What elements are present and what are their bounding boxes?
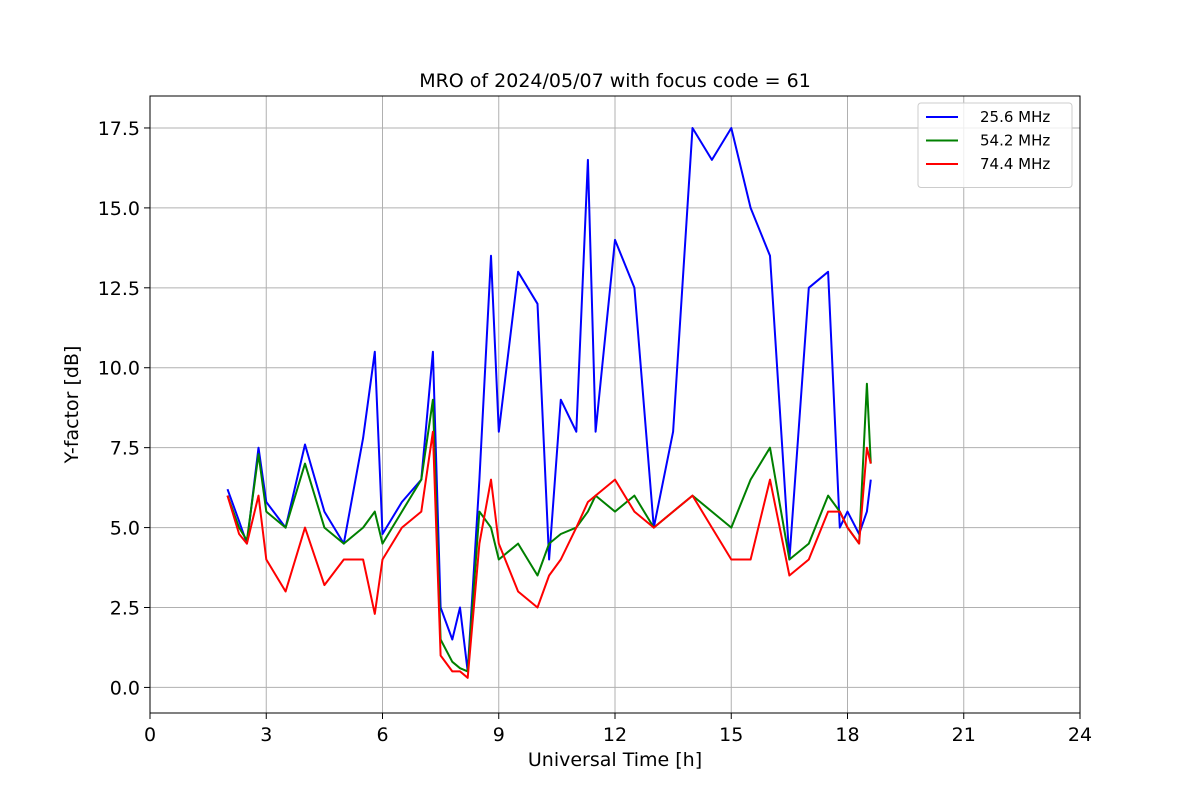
y-tick-label: 0.0 <box>110 677 140 699</box>
series-line-1 <box>226 382 872 673</box>
series-lines <box>226 127 872 679</box>
legend-box <box>917 102 1073 188</box>
axis-ticks: 0 3 6 9 12 15 18 21 24 0.0 2.5 5.0 7.5 10.0 12.5 15.0 17… <box>98 118 1092 746</box>
x-tick-label: 18 <box>835 724 859 746</box>
y-tick-label: 15.0 <box>98 198 140 220</box>
legend-label: 25.6 MHz <box>980 108 1050 126</box>
legend-label: 54.2 MHz <box>980 132 1050 150</box>
y-tick-label: 12.5 <box>98 278 140 300</box>
x-tick-label: 15 <box>719 724 743 746</box>
y-tick-label: 7.5 <box>110 438 140 460</box>
legend: 25.6 MHz 54.2 MHz 74.4 MHz <box>917 102 1073 188</box>
x-tick-label: 0 <box>144 724 156 746</box>
legend-label: 74.4 MHz <box>980 155 1050 173</box>
y-tick-label: 5.0 <box>110 518 140 540</box>
x-tick-label: 12 <box>603 724 627 746</box>
x-axis-label: Universal Time [h] <box>528 749 702 771</box>
x-tick-label: 9 <box>493 724 505 746</box>
x-tick-label: 21 <box>952 724 976 746</box>
series-line-2 <box>226 430 872 679</box>
x-tick-label: 3 <box>260 724 272 746</box>
y-axis-label: Y-factor [dB] <box>61 346 83 465</box>
x-tick-label: 24 <box>1068 724 1092 746</box>
series-line-0 <box>226 127 872 673</box>
y-tick-label: 17.5 <box>98 118 140 140</box>
y-tick-label: 2.5 <box>110 598 140 620</box>
chart-title: MRO of 2024/05/07 with focus code = 61 <box>419 70 811 92</box>
x-tick-label: 6 <box>376 724 388 746</box>
y-tick-label: 10.0 <box>98 358 140 380</box>
